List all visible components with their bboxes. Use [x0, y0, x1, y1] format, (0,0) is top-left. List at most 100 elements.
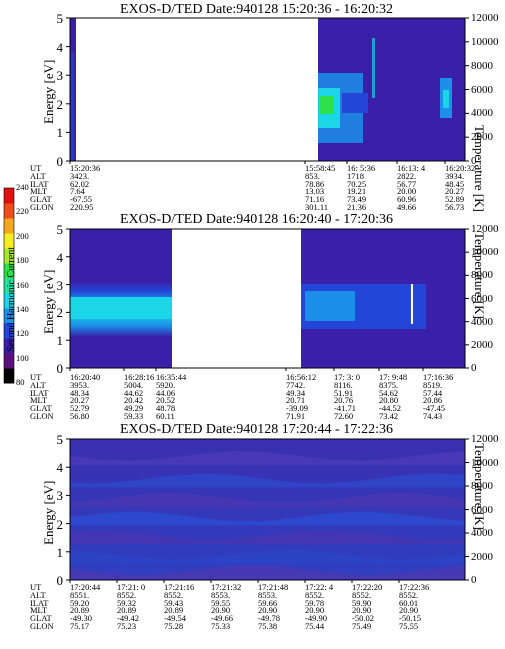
panel-3-cell-glat-7: -50.02	[352, 613, 374, 624]
panel-2-cell-alt-3: 5920.	[156, 379, 176, 390]
panel-3-cell-ilat-8: 60.01	[399, 597, 419, 608]
panel-2-cell-ilat-3: 44.06	[156, 387, 176, 398]
panel-2-title: EXOS-D/TED Date:940128 16:20:40 - 17:20:…	[120, 212, 393, 227]
panel-1-cell-glon-2: 301.11	[305, 202, 329, 212]
panel-3-wave-2	[70, 473, 465, 488]
panel-3-row-label-alt: ALT	[30, 589, 46, 600]
colorbar-swatch-4	[4, 323, 14, 339]
panel-2-cell-glat-7: -47.45	[423, 403, 445, 414]
panel-3-cell-glon-5: 75.38	[258, 621, 278, 631]
panel-3-cell-mlt-6: 20.90	[305, 605, 325, 616]
panel-2-white-streak	[411, 284, 413, 324]
panel-1-streak	[372, 38, 375, 98]
panel-2-cell-mlt-5: 20.76	[334, 395, 354, 406]
panel-3-cell-glon-4: 75.33	[211, 621, 231, 631]
panel-1-ytick-label-3: 3	[56, 68, 64, 84]
panel-1-ytick-right-label-0: 0	[471, 155, 477, 167]
panel-2-cell-ilat-7: 57.44	[423, 387, 443, 398]
panel-2-cell-ut-4: 16:56:12	[286, 372, 317, 382]
panel-1-ytick-right-label-6000: 6000	[471, 83, 493, 96]
panel-2-cell-glon-2: 59.33	[124, 411, 144, 421]
panel-1-green-spot	[320, 96, 334, 114]
colorbar-tick-220: 220	[16, 206, 29, 217]
panel-2-cell-mlt-3: 20.52	[156, 395, 176, 406]
panel-3-row-label-ilat: ILAT	[30, 597, 49, 608]
panel-1-cell-ut-4: 16:13: 4	[397, 163, 426, 173]
panel-3-cell-glon-7: 75.49	[352, 621, 372, 631]
panel-3-row-label-glon: GLON	[30, 621, 54, 631]
panel-2-cell-ut-5: 17: 3: 0	[334, 372, 360, 382]
panel-1-ytick-right-label-4000: 4000	[471, 107, 493, 120]
panel-1-cell-mlt-5: 20.27	[445, 186, 465, 197]
panel-3-cell-alt-4: 8553.	[211, 589, 231, 600]
panel-1-cell-glat-4: 60.96	[397, 194, 417, 205]
panel-3-cell-ilat-4: 59.55	[211, 597, 231, 608]
panel-2-cell-glon-3: 60.11	[156, 411, 175, 421]
panel-1-ytick-label-2: 2	[56, 96, 64, 112]
panel-3-plot	[66, 438, 469, 583]
panel-3-cell-ilat-5: 59.66	[258, 597, 278, 608]
colorbar-tick-240: 240	[16, 182, 29, 192]
panel-2-ytick-right-label-6000: 6000	[471, 292, 493, 305]
colorbar-tick-100: 100	[16, 352, 29, 363]
panel-2-ytick-label-2: 2	[56, 305, 64, 321]
panel-2-cell-glon-7: 74.43	[423, 411, 443, 421]
panel-2-cell-ut-2: 16:28:16	[124, 372, 155, 382]
panel-1-cell-ilat-5: 48.45	[445, 178, 465, 189]
colorbar-frame	[3, 187, 15, 384]
panel-2-ytick-label-0: 0	[56, 361, 64, 376]
panel-1-ytick-label-5: 5	[56, 11, 64, 26]
panel-3-cell-alt-2: 8552.	[117, 589, 137, 600]
panel-3-cell-glat-1: -49.30	[70, 613, 92, 624]
panel-2-cell-alt-7: 8519.	[423, 379, 443, 390]
panel-3-ytick-right-label-10000: 10000	[471, 456, 499, 469]
panel-1-row-label-glat: GLAT	[30, 194, 52, 205]
panel-1-cell-glon-1: 220.95	[70, 202, 94, 212]
panel-2-cell-alt-6: 8375.	[379, 379, 399, 390]
panel-3-title: EXOS-D/TED Date:940128 17:20:44 - 17:22:…	[120, 422, 393, 437]
panel-3-ytick-label-1: 1	[56, 544, 64, 560]
panel-2-cell-ilat-5: 51.91	[334, 387, 354, 398]
panel-3-cell-ilat-1: 59.20	[70, 597, 90, 608]
panel-2-row-label-mlt: MLT	[30, 395, 48, 406]
panel-3-ytick-label-2: 2	[56, 516, 64, 532]
panel-3-cell-alt-8: 8552.	[399, 589, 419, 600]
panel-2-ytick-label-1: 1	[56, 333, 64, 349]
panel-2-cell-glon-5: 72.60	[334, 411, 354, 421]
panel-1-blue-spot	[342, 93, 368, 113]
panel-1-cell-ut-3: 16: 5:36	[347, 163, 376, 173]
panel-1-cell-glon-3: 21.36	[347, 202, 367, 212]
panel-1-title: EXOS-D/TED Date:940128 15:20:36 - 16:20:…	[120, 2, 393, 17]
panel-1-cell-alt-5: 3934.	[445, 170, 465, 181]
panel-2-row-label-alt: ALT	[30, 379, 46, 390]
panel-3-cell-ut-1: 17:20:44	[70, 582, 101, 592]
panel-2-cell-glat-2: 49.29	[124, 403, 144, 414]
panel-2-row-label-glat: GLAT	[30, 403, 52, 414]
panel-2-ytick-right-label-10000: 10000	[471, 246, 499, 259]
panel-3-cell-mlt-4: 20.90	[211, 605, 231, 616]
panel-3-cell-glon-6: 75.44	[305, 621, 325, 631]
panel-3-ytick-right-label-4000: 4000	[471, 527, 493, 539]
panel-2-cell-glon-4: 71.91	[286, 411, 306, 421]
panel-1-cell-ilat-1: 62.02	[70, 178, 90, 189]
panel-2-ytick-right-label-0: 0	[471, 362, 477, 374]
panel-3-cell-ilat-6: 59.78	[305, 597, 325, 608]
panel-2-ytick-label-3: 3	[56, 277, 64, 293]
panel-3-cell-glat-4: -49.66	[211, 613, 233, 624]
panel-3-cell-ut-6: 17:22: 4	[305, 582, 334, 592]
panel-3-wave-4	[70, 511, 465, 526]
panel-2-cell-glon-6: 73.42	[379, 411, 399, 421]
colorbar-swatch-13	[4, 188, 14, 204]
panel-3-cell-glat-8: -50.15	[399, 613, 421, 624]
panel-2-cell-glat-5: -41.71	[334, 403, 356, 414]
panel-3-cell-ilat-2: 59.32	[117, 597, 137, 608]
panel-2-cell-ut-7: 17:16:36	[423, 372, 454, 382]
panel-1-ytick-right-label-10000: 10000	[471, 35, 499, 48]
panel-1-cell-glat-2: 71.16	[305, 194, 325, 205]
panel-2-cell-alt-1: 3953.	[70, 379, 90, 390]
panel-1-cell-glon-5: 56.73	[445, 202, 465, 212]
panel-3-wave-6	[70, 549, 465, 564]
panel-2-row-label-ilat: ILAT	[30, 387, 49, 398]
panel-2-plot	[66, 228, 469, 371]
